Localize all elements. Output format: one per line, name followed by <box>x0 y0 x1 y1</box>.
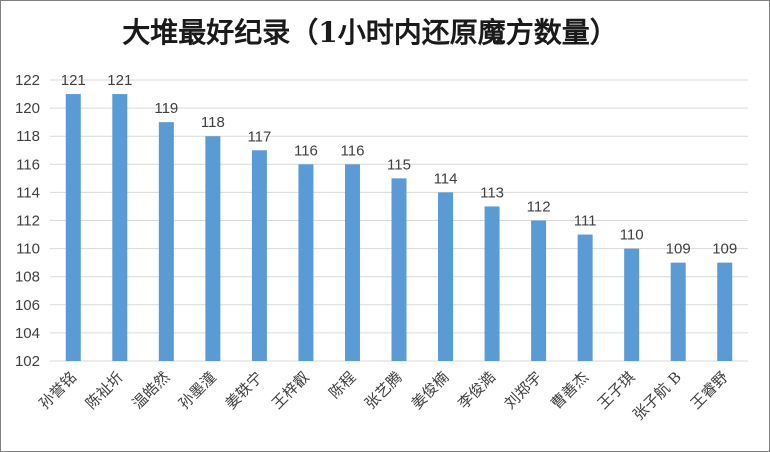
bar <box>577 234 593 361</box>
x-tick-label: 王睿野 <box>687 368 732 413</box>
y-tick-label: 114 <box>16 184 40 201</box>
x-tick-label: 姜俊楠 <box>408 368 453 413</box>
bar <box>344 164 360 361</box>
data-label: 111 <box>574 213 597 230</box>
bar <box>484 206 500 361</box>
data-label: 118 <box>201 114 225 131</box>
y-tick-label: 120 <box>15 100 40 117</box>
bar <box>624 248 640 361</box>
data-labels: 121 121 119 118 117 116 116 115 114 113 112 111 110 1… <box>61 72 737 258</box>
x-tick-label: 孙誉铭 <box>36 368 81 413</box>
chart-title: 大堆最好纪录（1小时内还原魔方数量） <box>122 16 618 49</box>
bar <box>717 262 733 361</box>
bar <box>438 192 454 361</box>
y-tick-label: 106 <box>15 297 40 314</box>
x-tick-label: 张艺腾 <box>361 368 406 413</box>
bar <box>251 150 267 361</box>
y-tick-label: 102 <box>15 353 40 370</box>
data-label: 112 <box>527 199 551 216</box>
data-label: 109 <box>712 241 737 258</box>
x-tick-label: 陈祉圻 <box>82 368 127 413</box>
data-label: 119 <box>154 100 178 117</box>
x-axis-ticks: 孙誉铭 陈祉圻 温皓然 孙墨潼 姜轶宁 王梓叡 陈程 张艺腾 姜俊楠 李俊澔 刘郑宇 曹善杰 王子琪张子… <box>36 368 732 424</box>
y-tick-label: 118 <box>16 128 40 145</box>
data-label: 109 <box>666 241 691 258</box>
bars <box>65 94 733 362</box>
bar <box>298 164 314 361</box>
y-tick-label: 116 <box>16 156 40 173</box>
bar <box>531 220 547 361</box>
data-label: 115 <box>387 156 411 173</box>
x-tick-label: 王梓叡 <box>268 368 313 413</box>
x-tick-label: 姜轶宁 <box>222 368 267 413</box>
bar <box>112 94 128 362</box>
data-label: 110 <box>620 227 644 244</box>
bar <box>670 262 686 361</box>
data-label: 117 <box>247 128 271 145</box>
data-label: 116 <box>341 142 365 159</box>
x-tick-label: 曹善杰 <box>547 368 592 413</box>
x-tick-label: 王子琪 <box>594 368 639 413</box>
bar <box>391 178 407 361</box>
y-axis-ticks: 102 104 106 108 110 112 114 116 118 120 122 <box>15 72 40 370</box>
x-tick-label: 孙墨潼 <box>175 368 220 413</box>
bar <box>158 122 174 362</box>
y-tick-label: 110 <box>16 241 40 258</box>
data-label: 116 <box>294 142 318 159</box>
y-tick-label: 112 <box>16 213 40 230</box>
data-label: 113 <box>480 184 504 201</box>
data-label: 121 <box>61 72 86 89</box>
data-label: 121 <box>107 72 132 89</box>
x-tick-label: 温皓然 <box>129 368 174 413</box>
x-tick-label: 张子航 B <box>629 368 685 424</box>
bar <box>205 136 221 361</box>
x-tick-label: 李俊澔 <box>454 368 499 413</box>
data-label: 114 <box>434 170 458 187</box>
y-tick-label: 122 <box>15 72 40 89</box>
bar <box>65 94 81 362</box>
x-tick-label: 刘郑宇 <box>501 368 546 413</box>
y-tick-label: 104 <box>15 325 40 342</box>
y-tick-label: 108 <box>15 269 40 286</box>
x-tick-label: 陈程 <box>325 368 359 402</box>
